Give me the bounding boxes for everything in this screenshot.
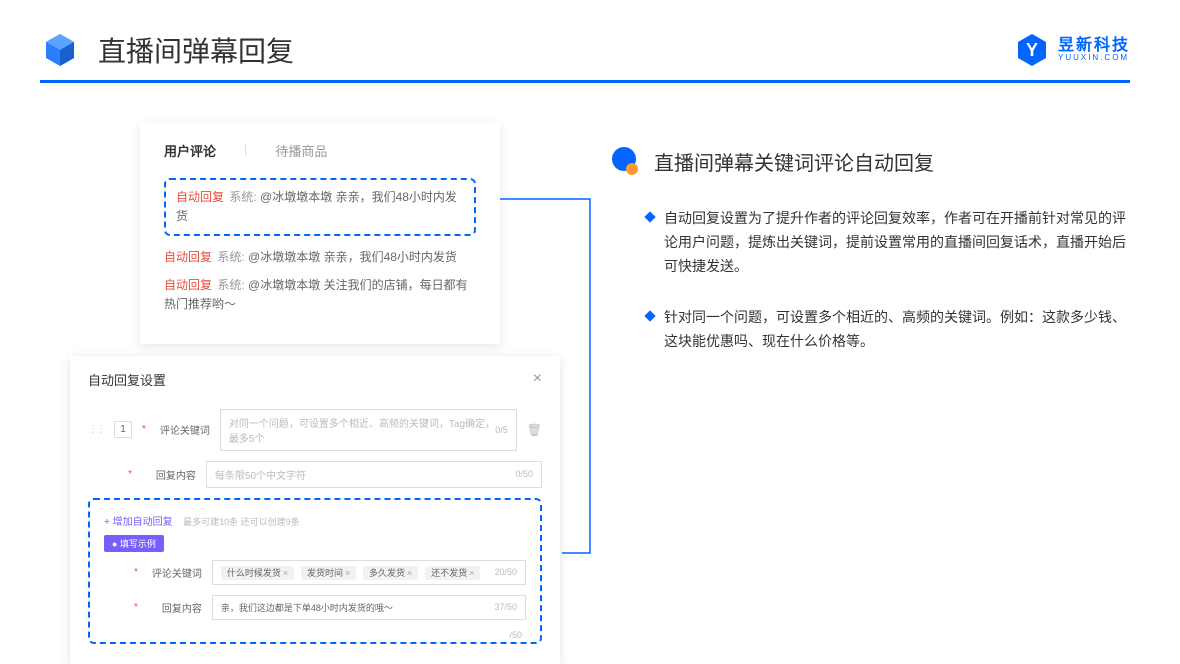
left-column: 用户评论 | 待播商品 自动回复 系统: @冰墩墩本墩 亲亲，我们48小时内发货… <box>70 123 550 664</box>
extra-counter: /50 <box>509 630 522 640</box>
tab-products[interactable]: 待播商品 <box>275 141 327 160</box>
ex-reply-text: 亲，我们这边都是下单48小时内发货的哦～ <box>221 601 393 614</box>
logo-cn: 昱新科技 <box>1058 37 1130 55</box>
feature-title: 直播间弹幕关键词评论自动回复 <box>654 147 934 176</box>
tag-chip[interactable]: 什么时候发货× <box>221 566 294 580</box>
highlighted-comment: 自动回复 系统: @冰墩墩本墩 亲亲，我们48小时内发货 <box>164 178 476 236</box>
logo-badge-icon: Y <box>1014 32 1050 68</box>
tag-chip[interactable]: 发货时间× <box>301 566 356 580</box>
example-row-keyword: * 评论关键词 什么时候发货× 发货时间× 多久发货× 还不发货× 20/50 <box>104 560 526 585</box>
system-tag: 系统: <box>229 190 256 204</box>
placeholder-text: 对同一个问题，可设置多个相近、高频的关键词，Tag确定，最多5个 <box>229 415 495 445</box>
tabs: 用户评论 | 待播商品 <box>164 141 476 160</box>
system-tag: 系统: <box>217 250 244 264</box>
page-header: 直播间弹幕回复 Y 昱新科技 YUUXIN.COM <box>0 0 1180 80</box>
feature-header: 直播间弹幕关键词评论自动回复 <box>610 145 1130 177</box>
tab-separator: | <box>244 141 247 160</box>
form-row-keyword: ⋮⋮ 1 * 评论关键词 对同一个问题，可设置多个相近、高频的关键词，Tag确定… <box>88 409 542 451</box>
field-label-keyword: 评论关键词 <box>156 422 210 437</box>
counter: 0/50 <box>515 469 533 479</box>
close-icon[interactable]: × <box>533 370 542 388</box>
logo-en: YUUXIN.COM <box>1058 54 1130 63</box>
bullet-text: 自动回复设置为了提升作者的评论回复效率，作者可在开播前针对常见的评论用户问题，提… <box>664 207 1130 278</box>
tag-chip[interactable]: 多久发货× <box>363 566 418 580</box>
chat-bubble-icon <box>610 145 642 177</box>
comment-item: 自动回复 系统: @冰墩墩本墩 关注我们的店铺，每日都有热门推荐哟～ <box>164 276 476 314</box>
header-left: 直播间弹幕回复 <box>40 30 294 70</box>
add-auto-reply-link[interactable]: + 增加自动回复 <box>104 513 173 528</box>
ex-keyword-input[interactable]: 什么时候发货× 发货时间× 多久发货× 还不发货× 20/50 <box>212 560 526 585</box>
logo-text: 昱新科技 YUUXIN.COM <box>1058 37 1130 63</box>
example-row-reply: * 回复内容 亲，我们这边都是下单48小时内发货的哦～ 37/50 <box>104 595 526 620</box>
add-link-row: + 增加自动回复 最多可建10条 还可以创建9条 <box>104 512 526 534</box>
comment-item: 自动回复 系统: @冰墩墩本墩 亲亲，我们48小时内发货 <box>164 248 476 267</box>
ex-reply-input[interactable]: 亲，我们这边都是下单48小时内发货的哦～ 37/50 <box>212 595 526 620</box>
diamond-icon <box>644 211 655 222</box>
bullet-item: 针对同一个问题，可设置多个相近的、高频的关键词。例如：这款多少钱、这块能优惠吗、… <box>610 306 1130 354</box>
tag-list: 什么时候发货× 发货时间× 多久发货× 还不发货× <box>221 566 484 579</box>
drag-handle-icon[interactable]: ⋮⋮ <box>88 424 104 435</box>
keyword-input[interactable]: 对同一个问题，可设置多个相近、高频的关键词，Tag确定，最多5个 0/5 <box>220 409 517 451</box>
right-column: 直播间弹幕关键词评论自动回复 自动回复设置为了提升作者的评论回复效率，作者可在开… <box>610 123 1130 664</box>
tag-chip[interactable]: 还不发货× <box>425 566 480 580</box>
required-star: * <box>134 567 138 578</box>
required-star: * <box>142 424 146 435</box>
auto-reply-tag: 自动回复 <box>176 190 224 204</box>
field-label-reply: 回复内容 <box>142 467 196 482</box>
cube-icon <box>40 30 80 70</box>
row-number: 1 <box>114 421 132 438</box>
content: 用户评论 | 待播商品 自动回复 系统: @冰墩墩本墩 亲亲，我们48小时内发货… <box>0 83 1180 664</box>
example-badge: ● 填写示例 <box>104 535 164 552</box>
delete-icon[interactable]: 🗑 <box>527 423 542 437</box>
counter: 0/5 <box>495 425 508 435</box>
bullet-text: 针对同一个问题，可设置多个相近的、高频的关键词。例如：这款多少钱、这块能优惠吗、… <box>664 306 1130 354</box>
auto-reply-tag: 自动回复 <box>164 250 212 264</box>
page-title: 直播间弹幕回复 <box>98 30 294 70</box>
add-hint: 最多可建10条 还可以创建9条 <box>183 517 300 527</box>
settings-modal: 自动回复设置 × ⋮⋮ 1 * 评论关键词 对同一个问题，可设置多个相近、高频的… <box>70 356 560 664</box>
auto-reply-tag: 自动回复 <box>164 278 212 292</box>
comment-text: @冰墩墩本墩 亲亲，我们48小时内发货 <box>248 250 457 264</box>
placeholder-text: 每条限50个中文字符 <box>215 467 306 482</box>
ex-field-label-keyword: 评论关键词 <box>148 565 202 580</box>
modal-header: 自动回复设置 × <box>88 370 542 395</box>
brand-logo: Y 昱新科技 YUUXIN.COM <box>1014 32 1130 68</box>
form-row-reply: * 回复内容 每条限50个中文字符 0/50 <box>88 461 542 488</box>
required-star: * <box>128 469 132 480</box>
comment-item: 自动回复 系统: @冰墩墩本墩 亲亲，我们48小时内发货 <box>176 188 464 226</box>
modal-title: 自动回复设置 <box>88 370 166 389</box>
counter: 37/50 <box>494 602 517 612</box>
example-section: + 增加自动回复 最多可建10条 还可以创建9条 ● 填写示例 * 评论关键词 … <box>88 498 542 644</box>
bullet-item: 自动回复设置为了提升作者的评论回复效率，作者可在开播前针对常见的评论用户问题，提… <box>610 207 1130 278</box>
tab-comments[interactable]: 用户评论 <box>164 141 216 160</box>
system-tag: 系统: <box>217 278 244 292</box>
reply-input[interactable]: 每条限50个中文字符 0/50 <box>206 461 542 488</box>
comment-panel: 用户评论 | 待播商品 自动回复 系统: @冰墩墩本墩 亲亲，我们48小时内发货… <box>140 123 500 344</box>
ex-field-label-reply: 回复内容 <box>148 600 202 615</box>
counter: 20/50 <box>494 567 517 577</box>
diamond-icon <box>644 311 655 322</box>
svg-text:Y: Y <box>1026 40 1038 60</box>
required-star: * <box>134 602 138 613</box>
